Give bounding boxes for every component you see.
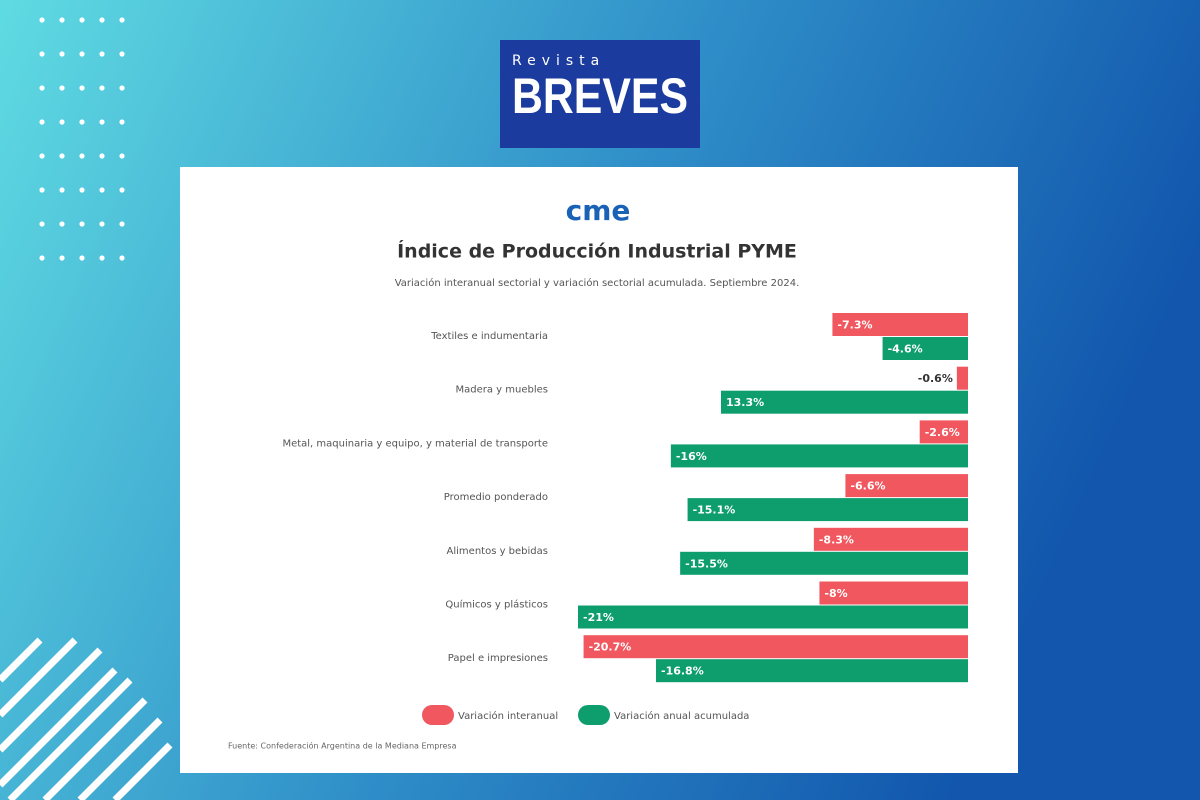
bar [680,551,968,575]
bar [882,337,968,360]
dot [39,85,45,91]
dot [99,119,105,125]
dot [39,255,45,261]
dot [119,153,125,159]
dot [39,119,45,125]
dot [79,17,85,23]
bar [721,390,968,414]
category-label: Papel e impresiones [448,653,548,664]
legend-label: Variación interanual [458,710,558,722]
chart-logo: cme [566,194,631,227]
dot [119,17,125,23]
dot [39,153,45,159]
value-label: -2.6% [925,426,960,439]
category-label: Alimentos y bebidas [447,546,548,557]
dot-pattern [39,17,125,261]
dot [59,187,65,193]
category-label: Textiles e indumentaria [430,331,548,342]
dot [59,221,65,227]
value-label: 13.3% [726,396,764,409]
dot [99,221,105,227]
dot [39,221,45,227]
category-label: Químicos y plásticos [445,599,548,611]
brand-logo [500,40,700,148]
dot [59,17,65,23]
legend-label: Variación anual acumulada [614,710,749,722]
dot [39,51,45,57]
value-label: -16.8% [661,665,704,678]
dot [119,119,125,125]
chart-title: Índice de Producción Industrial PYME [397,240,797,263]
value-label: -4.6% [888,343,923,356]
dot [59,85,65,91]
dot [79,51,85,57]
bar [832,313,968,336]
bar [670,444,968,468]
bar [687,498,968,522]
value-label: -15.1% [693,504,736,517]
dot [59,255,65,261]
dot [99,187,105,193]
source-note: Fuente: Confederación Argentina de la Me… [228,741,457,751]
plot: Textiles e indumentaria -7.3% -4.6% Madera … [282,313,968,725]
dot [119,255,125,261]
dot [59,51,65,57]
value-label: -20.7% [589,641,632,654]
stripe-pattern [0,637,173,800]
dot [59,153,65,159]
dot [79,119,85,125]
dot [99,153,105,159]
category-label: Metal, maquinaria y equipo, y material d… [282,438,548,449]
legend-swatch [422,705,454,725]
value-label: -15.5% [685,557,728,570]
bar [578,605,968,629]
category-label: Promedio ponderado [444,492,548,503]
bar [656,659,968,683]
bar [956,366,968,390]
dot [79,153,85,159]
dot [119,187,125,193]
value-label: -8.3% [819,533,854,546]
dot [99,17,105,23]
value-label: -8% [824,587,847,600]
category-label: Madera y muebles [456,385,549,396]
dot [119,221,125,227]
dot [119,51,125,57]
bar [813,527,968,551]
value-label: -7.3% [837,319,872,332]
dot [99,255,105,261]
dot [39,17,45,23]
dot [79,85,85,91]
bar [919,420,968,444]
dot [39,187,45,193]
bar [583,635,968,659]
dot [79,221,85,227]
chart-subtitle: Variación interanual sectorial y variaci… [395,277,800,289]
dot [79,187,85,193]
bar [845,474,968,498]
value-label: -16% [676,450,707,463]
brand-kicker: Revista [512,53,605,69]
brand-name: BREVES [512,68,688,124]
value-label: -0.6% [918,372,953,385]
dot [79,255,85,261]
dot [119,85,125,91]
dot [59,119,65,125]
bar [819,581,968,605]
dot [99,85,105,91]
legend-swatch [578,705,610,725]
value-label: -6.6% [850,480,885,493]
value-label: -21% [583,611,614,624]
dot [99,51,105,57]
